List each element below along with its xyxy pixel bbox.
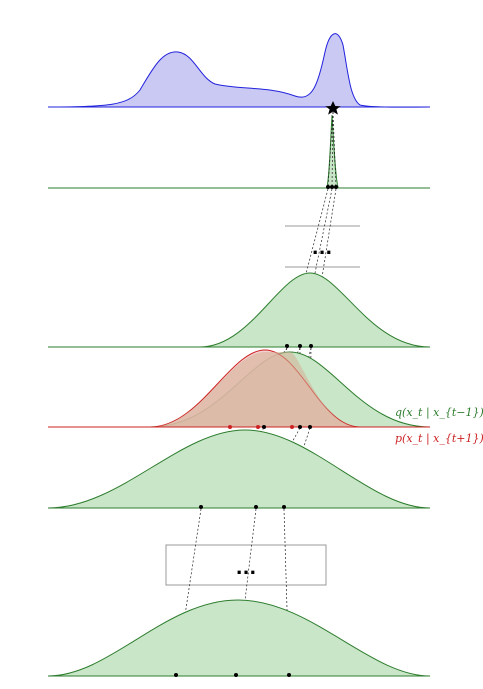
data-density-curve <box>47 33 431 108</box>
reverse-sample-point <box>290 425 294 429</box>
sample-point <box>298 344 302 348</box>
delta-connector <box>327 111 334 188</box>
sample-point <box>309 344 313 348</box>
ellipsis-bottom-section: ... <box>165 544 327 586</box>
reverse-sample-point <box>256 425 260 429</box>
noise-distribution <box>47 599 431 677</box>
sample-point <box>174 673 178 677</box>
reverse-sample-point <box>228 425 232 429</box>
sample-point <box>330 185 334 189</box>
delta-connector <box>331 111 334 188</box>
ellipsis-bottom: ... <box>236 558 257 579</box>
step-t-minus-1-distribution <box>48 272 431 348</box>
sample-point <box>298 425 302 429</box>
star-icon <box>325 101 341 115</box>
delta-connector <box>332 111 337 188</box>
overlap-region <box>150 352 360 427</box>
step-1-distribution <box>48 111 430 189</box>
sample-point <box>287 673 291 677</box>
sample-point <box>282 505 286 509</box>
step-t-plus-1-distribution <box>47 429 431 509</box>
sample-point <box>199 505 203 509</box>
sample-point <box>234 673 238 677</box>
forward-density-curve <box>48 272 431 348</box>
sample-point <box>326 185 330 189</box>
sample-point <box>285 344 289 348</box>
sample-point <box>254 505 258 509</box>
data-distribution <box>47 33 431 115</box>
sample-point <box>308 425 312 429</box>
noise-density-curve <box>47 599 431 677</box>
reverse-label: p(x_t | x_{t+1}) <box>395 432 483 446</box>
forward-density-curve <box>47 429 431 509</box>
ellipsis-top: ... <box>312 238 333 259</box>
forward-label: q(x_t | x_{t−1}) <box>395 406 483 420</box>
sample-point <box>262 425 266 429</box>
sample-point <box>334 185 338 189</box>
step-t-distribution <box>48 349 431 429</box>
delta-density-curve <box>48 114 430 189</box>
ellipsis-top-section: ... <box>285 225 360 268</box>
